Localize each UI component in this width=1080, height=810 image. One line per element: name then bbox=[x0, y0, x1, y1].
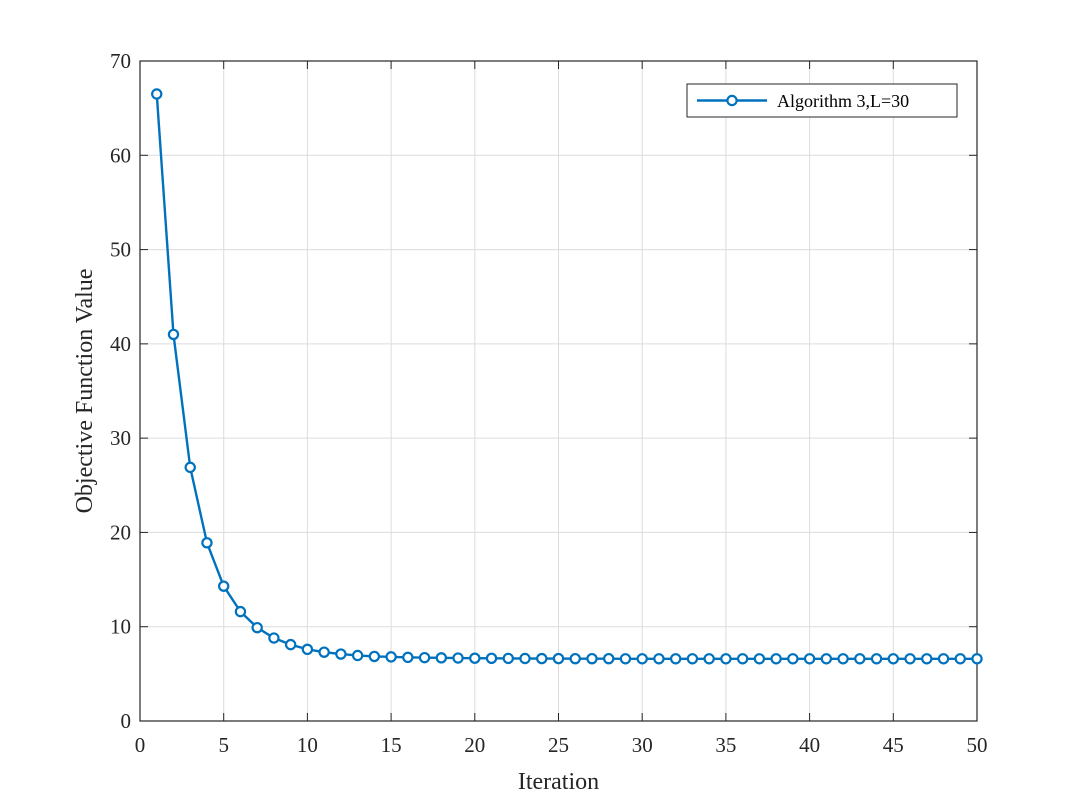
x-tick-label: 45 bbox=[883, 733, 904, 757]
x-tick-label: 10 bbox=[297, 733, 318, 757]
data-point bbox=[368, 650, 381, 663]
data-point bbox=[753, 653, 766, 665]
data-point bbox=[619, 653, 632, 665]
data-point bbox=[167, 328, 180, 341]
x-tick-label: 50 bbox=[967, 733, 988, 757]
data-point bbox=[485, 652, 498, 665]
data-point bbox=[787, 653, 799, 665]
data-point bbox=[803, 653, 816, 665]
data-point bbox=[402, 651, 414, 664]
data-point bbox=[837, 653, 849, 665]
data-point bbox=[217, 580, 230, 592]
x-tick-label: 15 bbox=[381, 733, 402, 757]
data-point bbox=[284, 638, 297, 651]
x-tick-label: 35 bbox=[715, 733, 736, 757]
plot-frame bbox=[139, 60, 978, 722]
y-tick-label: 30 bbox=[110, 426, 131, 450]
data-point bbox=[854, 653, 866, 665]
grid bbox=[140, 61, 977, 721]
legend: Algorithm 3,L=30 bbox=[686, 83, 958, 118]
data-point bbox=[469, 652, 481, 664]
x-tick-label: 30 bbox=[632, 733, 653, 757]
data-point bbox=[586, 652, 598, 665]
data-point bbox=[603, 652, 615, 665]
data-point bbox=[268, 632, 280, 644]
data-point bbox=[820, 653, 833, 665]
data-point bbox=[234, 605, 247, 618]
data-point bbox=[201, 537, 213, 549]
y-tick-label: 70 bbox=[110, 49, 131, 73]
y-tick-label: 20 bbox=[110, 520, 131, 544]
y-tick-label: 40 bbox=[110, 332, 131, 356]
data-point bbox=[251, 621, 263, 634]
data-point bbox=[335, 648, 347, 660]
data-point bbox=[870, 653, 883, 665]
x-tick-label: 25 bbox=[548, 733, 569, 757]
data-point bbox=[686, 653, 699, 665]
data-point bbox=[151, 88, 163, 100]
data-point bbox=[452, 652, 464, 664]
data-point bbox=[904, 653, 916, 665]
data-point bbox=[318, 646, 330, 658]
data-point bbox=[184, 461, 196, 474]
data-point bbox=[770, 653, 782, 665]
data-point bbox=[552, 652, 565, 665]
data-point bbox=[502, 652, 514, 665]
data-point bbox=[519, 652, 531, 665]
x-tick-label: 5 bbox=[218, 733, 229, 757]
data-point bbox=[351, 649, 364, 662]
tick-labels: 0 5 10 15 20 25 30 35 40 45 50 0 10 20 30 40 50 60 70 bbox=[110, 49, 988, 757]
x-tick-label: 40 bbox=[799, 733, 820, 757]
data-point bbox=[703, 653, 715, 665]
y-tick-label: 10 bbox=[110, 615, 131, 639]
y-tick-label: 50 bbox=[110, 238, 131, 262]
data-point bbox=[720, 653, 732, 665]
legend-label: Algorithm 3,L=30 bbox=[777, 91, 909, 111]
data-point bbox=[669, 653, 682, 665]
data-point bbox=[636, 653, 648, 665]
y-tick-label: 0 bbox=[121, 709, 132, 733]
series-layer bbox=[151, 88, 983, 665]
data-point bbox=[736, 653, 749, 665]
data-point bbox=[887, 653, 900, 665]
x-axis-title: Iteration bbox=[518, 769, 599, 795]
x-tick-label: 20 bbox=[464, 733, 485, 757]
x-tick-label: 0 bbox=[135, 733, 146, 757]
data-point bbox=[301, 643, 314, 656]
data-point bbox=[418, 651, 431, 664]
y-axis-title: Objective Function Value bbox=[72, 269, 98, 514]
data-point bbox=[921, 653, 933, 665]
y-tick-label: 60 bbox=[110, 143, 131, 167]
data-point bbox=[435, 652, 448, 664]
data-point bbox=[569, 652, 581, 665]
data-point bbox=[653, 653, 665, 665]
legend-marker-swatch bbox=[726, 94, 738, 107]
data-point bbox=[536, 652, 548, 665]
data-point bbox=[954, 653, 966, 665]
data-point bbox=[937, 653, 950, 665]
data-point bbox=[385, 651, 397, 663]
data-point bbox=[971, 653, 983, 665]
